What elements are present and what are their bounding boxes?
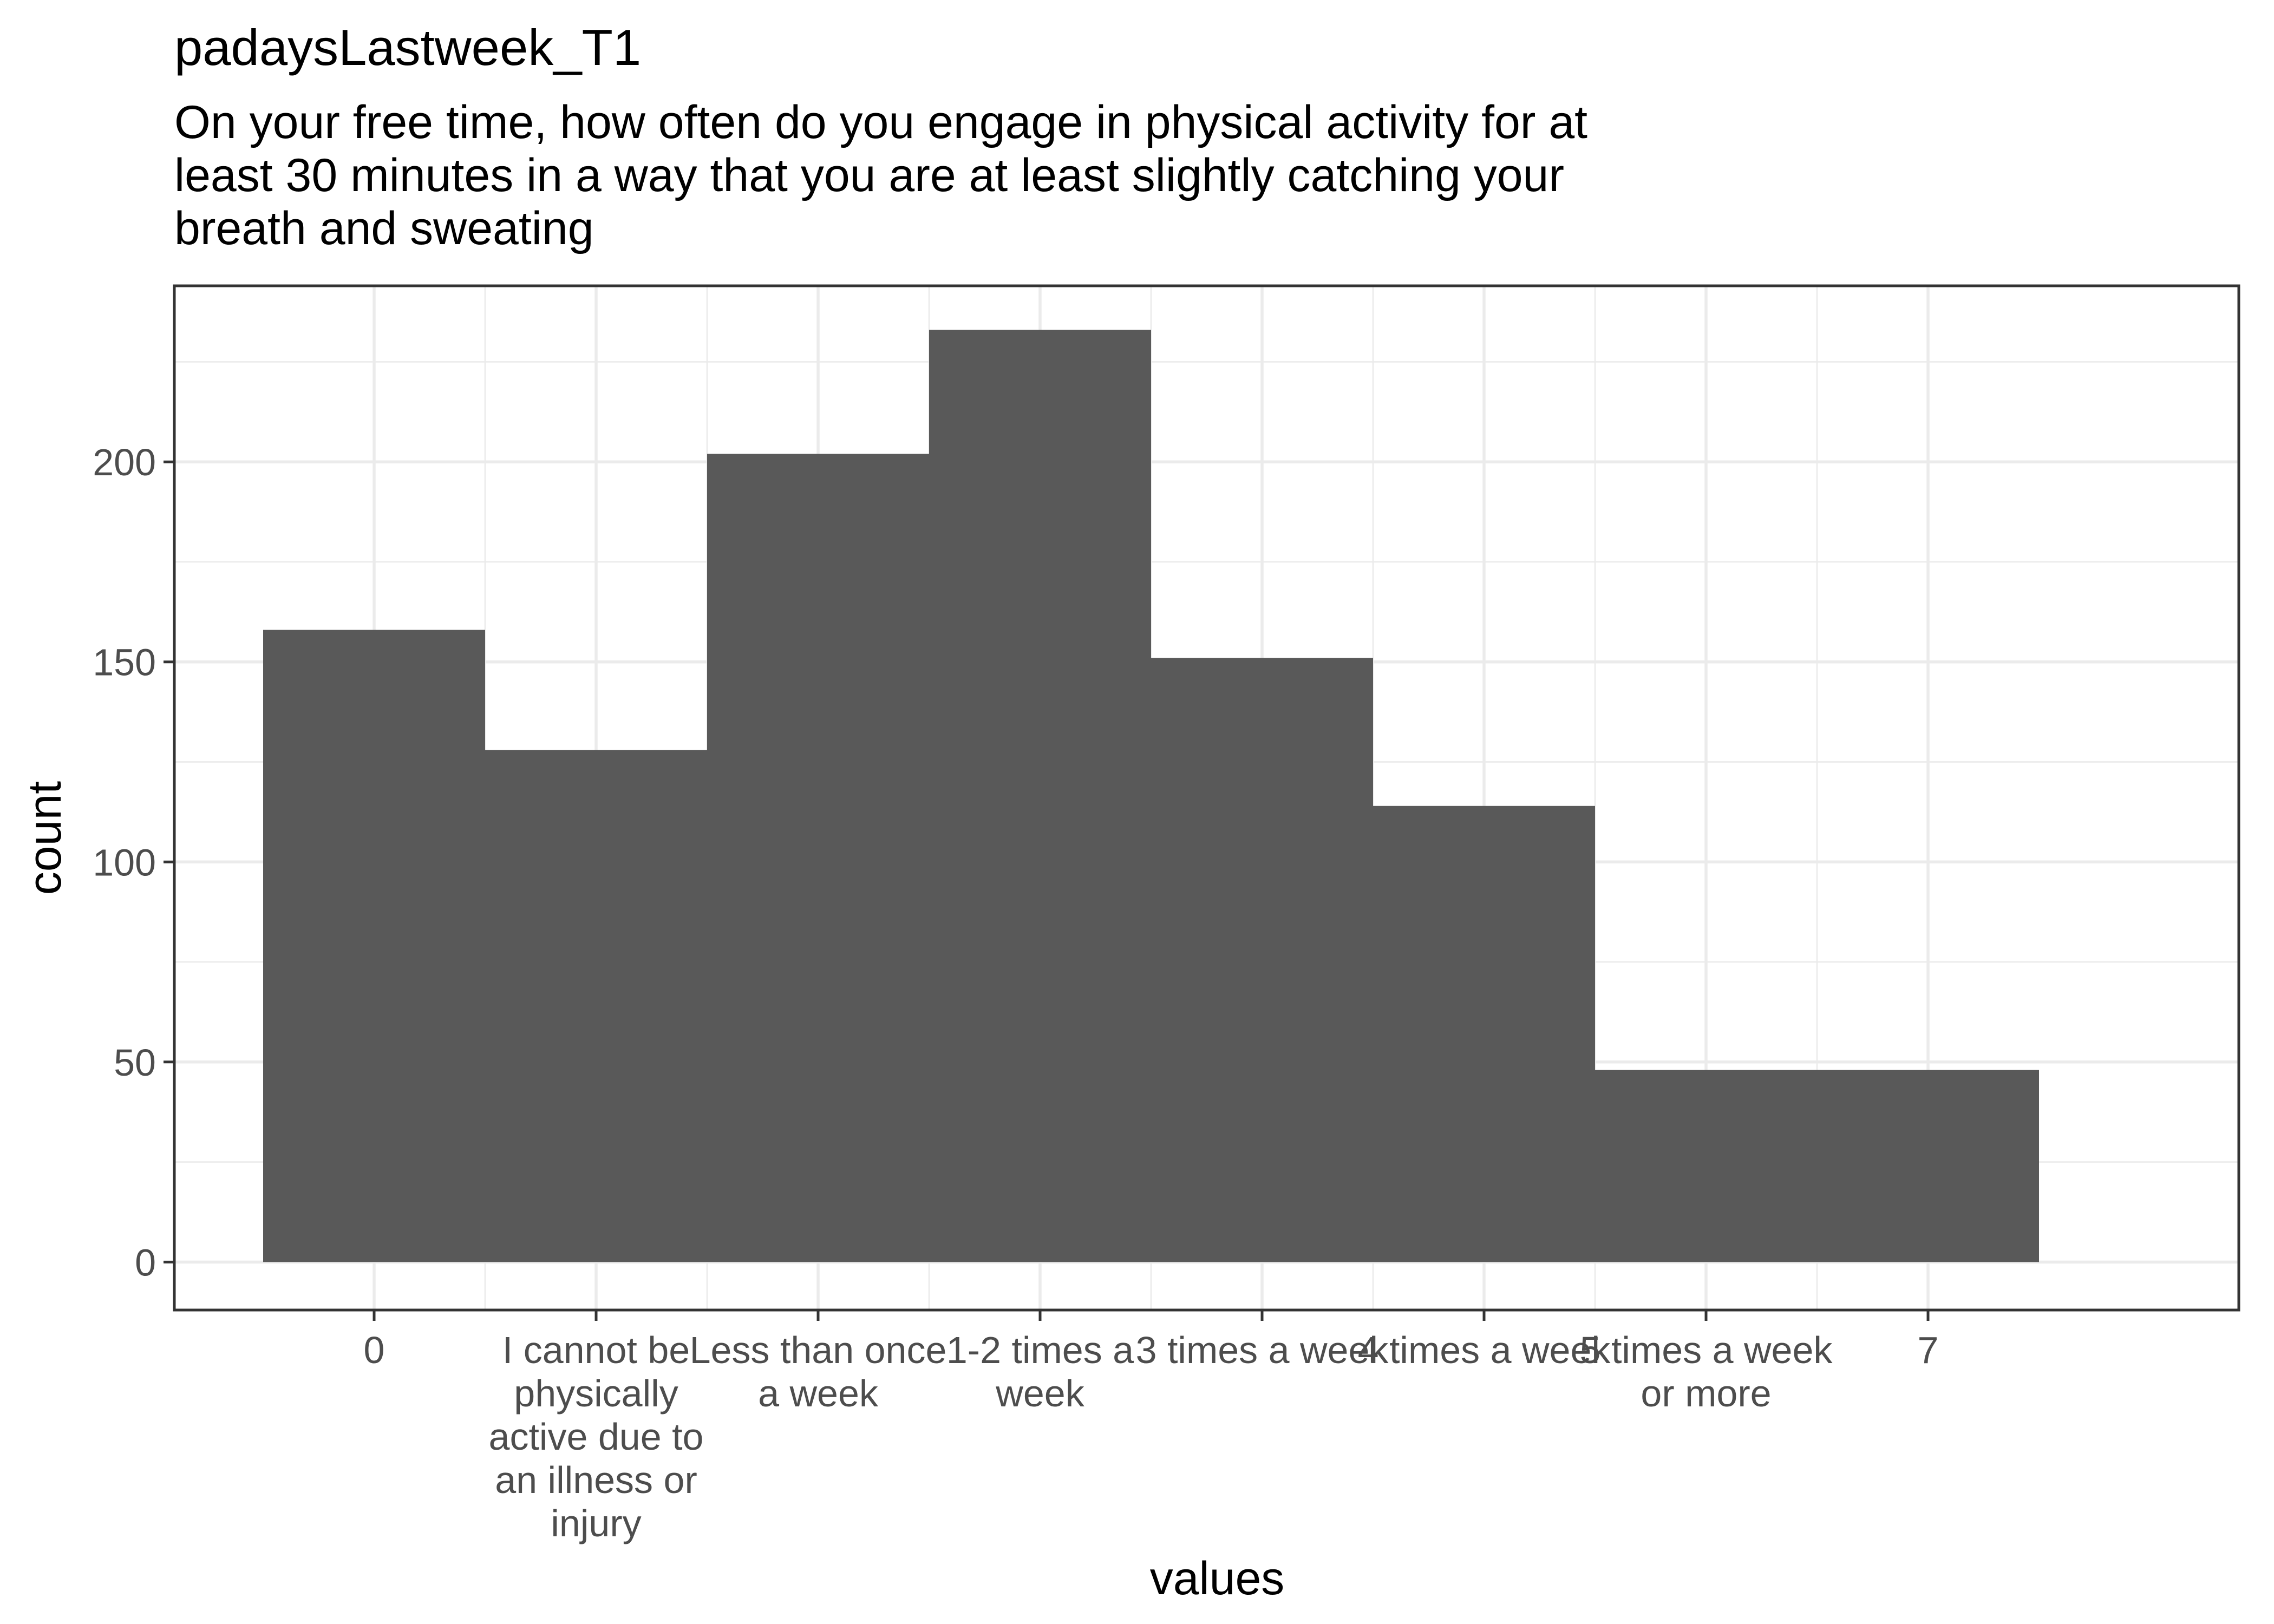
bar <box>707 454 929 1262</box>
bar <box>1595 1070 2039 1262</box>
panel-border <box>173 284 2240 1312</box>
bars <box>263 330 2039 1262</box>
x-tick-label: 4 times a week <box>1358 1329 1611 1371</box>
bar <box>929 330 1151 1262</box>
x-tick-label: Less than once a week <box>690 1329 947 1415</box>
y-axis-ticks: 0 50 100 150 200 <box>93 441 174 1284</box>
y-tick-label: 0 <box>135 1241 156 1284</box>
chart-title: padaysLastweek_T1 <box>174 19 641 76</box>
y-tick-label: 100 <box>93 841 156 883</box>
y-tick-label: 50 <box>114 1042 156 1084</box>
x-tick-label: 1-2 times a week <box>946 1329 1134 1415</box>
x-tick-label: 7 <box>1918 1329 1939 1371</box>
y-axis-title: count <box>19 781 71 895</box>
bar <box>263 630 485 1262</box>
chart-subtitle: On your free time, how often do you enga… <box>174 96 1587 254</box>
y-tick-label: 150 <box>93 641 156 684</box>
subtitle-line: breath and sweating <box>174 202 594 254</box>
x-axis-title: values <box>1150 1553 1285 1605</box>
x-tick-label: 3 times a week <box>1136 1329 1389 1371</box>
bar <box>485 750 707 1262</box>
x-axis-ticks: 0 I cannot be physically active due to an il… <box>364 1310 1939 1544</box>
bar <box>1373 806 1595 1262</box>
x-tick-label: 5 times a week or more <box>1580 1329 1833 1415</box>
x-tick-label: 0 <box>364 1329 385 1371</box>
x-tick-label: I cannot be physically active due to an ill… <box>489 1329 704 1544</box>
subtitle-line: least 30 minutes in a way that you are a… <box>174 149 1564 201</box>
subtitle-line: On your free time, how often do you enga… <box>174 96 1587 148</box>
bar <box>1151 658 1373 1262</box>
y-tick-label: 200 <box>93 441 156 483</box>
